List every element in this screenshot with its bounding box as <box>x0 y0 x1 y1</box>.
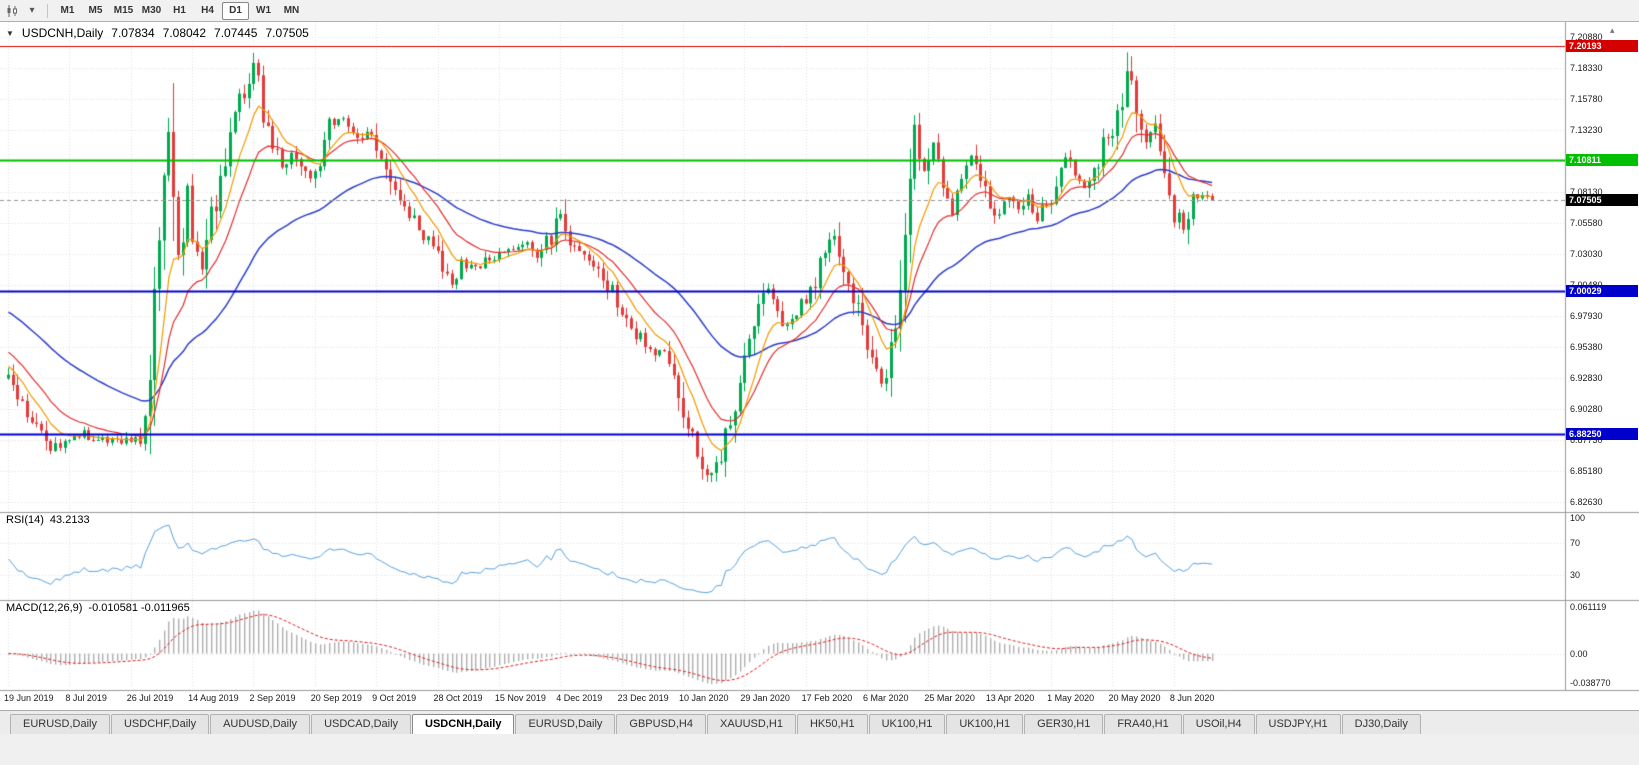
chart-tab-eurusd-daily[interactable]: EURUSD,Daily <box>515 714 616 734</box>
macd-indicator-label: MACD(12,26,9) -0.010581 -0.011965 <box>6 602 190 614</box>
macd-name: MACD(12,26,9) <box>6 602 83 614</box>
price-level-label-6-88250: 6.88250 <box>1566 427 1638 440</box>
timeframe-button-m1[interactable]: M1 <box>54 2 81 20</box>
price-level-label-7-20193: 7.20193 <box>1566 39 1638 52</box>
bottom-strip <box>0 734 1639 765</box>
date-axis-tick-label: 23 Dec 2019 <box>617 693 669 703</box>
date-axis-tick-label: 15 Nov 2019 <box>494 693 546 703</box>
timeframe-button-h4[interactable]: H4 <box>194 2 221 20</box>
date-axis-tick-label: 14 Aug 2019 <box>188 693 239 703</box>
price-axis-tick-label: 7.03030 <box>1570 249 1603 260</box>
date-axis-tick-label: 10 Jan 2020 <box>678 693 729 703</box>
price-axis-tick-label: 6.95380 <box>1570 342 1603 353</box>
date-axis-tick-label: 1 May 2020 <box>1047 693 1095 703</box>
timeframe-button-group: M1 M5 M15 M30 H1 H4 D1 W1 MN <box>54 1 305 20</box>
price-axis-tick-label: 7.08130 <box>1570 187 1603 198</box>
ohlc-close-value: 7.07505 <box>265 26 309 40</box>
rsi-axis-tick-label: 30 <box>1570 570 1581 581</box>
timeframe-button-d1[interactable]: D1 <box>222 1 249 20</box>
chart-tab-audusd-daily[interactable]: AUDUSD,Daily <box>210 714 311 734</box>
chart-tab-uk100-h1[interactable]: UK100,H1 <box>946 714 1024 734</box>
date-axis-tick-label: 6 Mar 2020 <box>863 693 909 703</box>
chart-tab-fra40-h1[interactable]: FRA40,H1 <box>1104 714 1182 734</box>
rsi-axis-tick-label: 70 <box>1570 537 1581 548</box>
chart-tab-usdchf-daily[interactable]: USDCHF,Daily <box>110 714 210 734</box>
date-axis-tick-label: 17 Feb 2020 <box>801 693 853 703</box>
chart-tab-dj30-daily[interactable]: DJ30,Daily <box>1341 714 1421 734</box>
chart-tab-xauusd-h1[interactable]: XAUUSD,H1 <box>706 714 796 734</box>
rsi-indicator-label: RSI(14) 43.2133 <box>6 514 90 526</box>
price-level-label-7-07505: 7.07505 <box>1566 193 1638 206</box>
date-axis-tick-label: 20 May 2020 <box>1108 693 1161 703</box>
chart-title: ▼ USDCNH,Daily 7.07834 7.08042 7.07445 7… <box>6 26 309 40</box>
price-axis-tick-label: 7.13230 <box>1570 125 1603 136</box>
timeframe-button-mn[interactable]: MN <box>278 2 305 20</box>
price-axis-tick-label: 6.82630 <box>1570 496 1603 507</box>
price-axis-tick-label: 7.15780 <box>1570 94 1603 105</box>
toolbar-separator <box>47 3 48 18</box>
price-axis-tick-label: 7.18330 <box>1570 63 1603 74</box>
date-axis-tick-label: 8 Jun 2020 <box>1169 693 1215 703</box>
rsi-value: 43.2133 <box>49 514 90 526</box>
timeframe-button-m5[interactable]: M5 <box>82 2 109 20</box>
chart-type-icon[interactable] <box>4 2 22 20</box>
date-axis-tick-label: 13 Apr 2020 <box>985 693 1035 703</box>
collapse-triangle-icon[interactable]: ▼ <box>6 28 14 38</box>
date-axis-tick-label: 4 Dec 2019 <box>556 693 603 703</box>
price-axis-tick-label: 6.97930 <box>1570 311 1603 322</box>
macd-values: -0.010581 -0.011965 <box>88 602 190 614</box>
timeframe-button-m15[interactable]: M15 <box>110 2 137 20</box>
chart-symbol-label: USDCNH,Daily <box>21 26 104 40</box>
chart-tab-ger30-h1[interactable]: GER30,H1 <box>1024 714 1104 734</box>
scroll-up-icon[interactable]: ▴ <box>1610 25 1615 35</box>
price-axis-tick-label: 7.20880 <box>1570 32 1603 43</box>
chart-tabs: EURUSD,Daily USDCHF,Daily AUDUSD,Daily USDC… <box>10 714 1422 734</box>
price-axis-tick-label: 6.90280 <box>1570 404 1603 415</box>
timeframe-toolbar: ▾ M1 M5 M15 M30 H1 H4 D1 W1 MN <box>0 0 1639 22</box>
chart-tab-bar: EURUSD,Daily USDCHF,Daily AUDUSD,Daily USDC… <box>0 710 1639 734</box>
date-axis-tick-label: 28 Oct 2019 <box>433 693 483 703</box>
date-axis-tick-label: 20 Sep 2019 <box>310 693 362 703</box>
date-axis-tick-label: 26 Jul 2019 <box>126 693 174 703</box>
chart-tab-usdcnh-daily[interactable]: USDCNH,Daily <box>412 714 515 734</box>
chart-tab-hk50-h1[interactable]: HK50,H1 <box>796 714 868 734</box>
date-axis-tick-label: 2 Sep 2019 <box>249 693 296 703</box>
date-axis-tick-label: 29 Jan 2020 <box>740 693 790 703</box>
price-axis-tick-label: 6.87730 <box>1570 434 1603 445</box>
rsi-name: RSI(14) <box>6 514 44 526</box>
chart-tab-usoil-h4[interactable]: USOil,H4 <box>1182 714 1255 734</box>
chart-tab-eurusd-daily[interactable]: EURUSD,Daily <box>10 714 110 734</box>
chart-tab-usdcad-daily[interactable]: USDCAD,Daily <box>311 714 412 734</box>
chart-tab-uk100-h1[interactable]: UK100,H1 <box>868 714 946 734</box>
ohlc-high-value: 7.08042 <box>162 26 207 40</box>
macd-axis-tick-label: -0.038770 <box>1570 677 1611 688</box>
dropdown-arrow-icon[interactable]: ▾ <box>29 5 35 16</box>
date-axis-tick-label: 9 Oct 2019 <box>372 693 417 703</box>
price-axis-tick-label: 6.85180 <box>1570 465 1603 476</box>
price-axis-tick-label: 7.05580 <box>1570 218 1603 229</box>
timeframe-button-h1[interactable]: H1 <box>166 2 193 20</box>
date-axis-tick-label: 8 Jul 2019 <box>65 693 107 703</box>
chart-tab-usdjpy-h1[interactable]: USDJPY,H1 <box>1255 714 1341 734</box>
rsi-axis-tick-label: 100 <box>1570 513 1586 523</box>
price-level-label-7-00029: 7.00029 <box>1566 284 1638 297</box>
price-level-label-7-10811: 7.10811 <box>1566 153 1638 166</box>
macd-axis-tick-label: 0.061119 <box>1570 602 1607 613</box>
ohlc-low-value: 7.07445 <box>214 26 258 40</box>
timeframe-button-m30[interactable]: M30 <box>138 2 165 20</box>
timeframe-button-w1[interactable]: W1 <box>250 2 277 20</box>
ohlc-open-value: 7.07834 <box>111 26 155 40</box>
macd-axis-tick-label: 0.00 <box>1570 648 1588 659</box>
chart-tab-gbpusd-h4[interactable]: GBPUSD,H4 <box>616 714 706 734</box>
date-axis-tick-label: 25 Mar 2020 <box>924 693 975 703</box>
price-axis-tick-label: 6.92830 <box>1570 373 1603 384</box>
candlestick-glyph <box>7 4 17 17</box>
date-axis-tick-label: 19 Jun 2019 <box>4 693 54 703</box>
